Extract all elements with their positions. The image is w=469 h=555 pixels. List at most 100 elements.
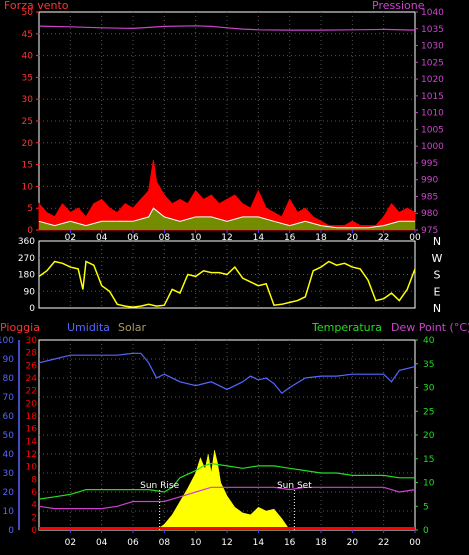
rain-tick-label: 18 xyxy=(26,412,38,422)
humidity-tick-label: 80 xyxy=(3,374,15,384)
time-axis-panel1: 02 04 06 08 10 12 14 16 18 20 22 00 xyxy=(65,230,421,243)
temperature-tick-label: 10 xyxy=(423,479,435,489)
solar-area xyxy=(155,450,291,531)
pressure-tick-label: 1020 xyxy=(421,75,444,85)
direction-tick-label: 90 xyxy=(24,287,36,297)
humidity-tick-label: 50 xyxy=(3,431,15,441)
humidity-tick-label: 30 xyxy=(3,469,15,479)
humidity-line xyxy=(38,352,416,395)
time-tick-label: 08 xyxy=(159,233,171,243)
wind-speed-tick-label: 40 xyxy=(22,52,34,62)
direction-axis: 0 90 180 270 360 xyxy=(18,237,35,314)
solar-title: Solar xyxy=(118,321,147,334)
pressure-tick-label: 1035 xyxy=(421,25,444,35)
pressure-line xyxy=(38,25,416,31)
wind-speed-tick-label: 35 xyxy=(22,73,33,83)
time-tick-label: 16 xyxy=(284,538,296,548)
humidity-title: Umidita xyxy=(67,321,110,334)
temperature-tick-label: 5 xyxy=(423,502,429,512)
rain-tick-label: 4 xyxy=(31,501,37,511)
wind-speed-tick-label: 50 xyxy=(22,8,34,18)
temperature-tick-label: 15 xyxy=(423,455,434,465)
direction-tick-label: 180 xyxy=(18,271,35,281)
humidity-axis: 0 10 20 30 40 50 60 70 80 90 100 xyxy=(0,336,20,536)
time-tick-label: 06 xyxy=(127,233,139,243)
panel-rain-humidity-temp: 0102030405060708090100 02468101214161820… xyxy=(0,321,469,548)
pressure-title: Pressione xyxy=(372,0,425,12)
rain-tick-label: 22 xyxy=(26,387,37,397)
rain-tick-label: 12 xyxy=(26,450,37,460)
pressure-tick-label: 1040 xyxy=(421,8,444,18)
average-wind-area xyxy=(39,208,415,230)
wind-title: Forza vento xyxy=(4,0,69,12)
direction-tick-label: 0 xyxy=(29,304,35,314)
rain-tick-label: 16 xyxy=(26,425,38,435)
time-tick-label: 14 xyxy=(253,233,265,243)
time-tick-label: 10 xyxy=(190,233,202,243)
time-tick-label: 18 xyxy=(315,233,327,243)
temperature-tick-label: 35 xyxy=(423,360,434,370)
rain-bar xyxy=(39,527,415,530)
temperature-tick-label: 30 xyxy=(423,384,435,394)
rain-tick-label: 26 xyxy=(26,361,38,371)
temperature-tick-label: 25 xyxy=(423,407,434,417)
rain-tick-label: 10 xyxy=(26,463,38,473)
rain-tick-label: 28 xyxy=(26,349,38,359)
time-tick-label: 18 xyxy=(315,538,327,548)
pressure-tick-label: 990 xyxy=(421,176,438,186)
humidity-tick-label: 90 xyxy=(3,355,15,365)
compass-letter: N xyxy=(433,302,441,315)
humidity-tick-label: 0 xyxy=(8,526,14,536)
time-tick-label: 20 xyxy=(347,233,359,243)
pressure-tick-label: 1000 xyxy=(421,142,444,152)
wind-speed-tick-label: 0 xyxy=(27,226,33,236)
direction-tick-label: 270 xyxy=(18,254,35,264)
pressure-tick-label: 1025 xyxy=(421,58,444,68)
time-tick-label: 20 xyxy=(347,538,359,548)
rain-tick-label: 6 xyxy=(31,488,37,498)
pressure-tick-label: 995 xyxy=(421,159,438,169)
humidity-tick-label: 40 xyxy=(3,450,15,460)
pressure-tick-label: 1010 xyxy=(421,109,444,119)
time-tick-label: 04 xyxy=(96,538,108,548)
wind-pressure-series xyxy=(38,25,416,231)
humidity-tick-label: 100 xyxy=(0,336,14,346)
time-tick-label: 16 xyxy=(284,233,296,243)
sunset-label: Sun Set xyxy=(277,481,312,491)
pressure-axis: 975 980 985 990 995 1000 1005 1010 1015 1020 1025 1… xyxy=(415,8,444,236)
rain-tick-label: 2 xyxy=(31,513,37,523)
time-tick-label: 12 xyxy=(221,538,232,548)
temperature-axis: 0 5 10 15 20 25 30 35 40 xyxy=(415,336,435,536)
wind-speed-tick-label: 5 xyxy=(27,204,33,214)
pressure-tick-label: 1005 xyxy=(421,125,444,135)
wind-speed-tick-label: 25 xyxy=(22,117,33,127)
wind-speed-axis: 0 5 10 15 20 25 30 35 40 45 50 xyxy=(22,8,39,236)
gust-area xyxy=(38,160,416,231)
time-tick-label: 02 xyxy=(65,233,76,243)
time-tick-label: 12 xyxy=(221,233,232,243)
humidity-tick-label: 70 xyxy=(3,393,15,403)
wind-speed-tick-label: 30 xyxy=(22,95,34,105)
time-tick-label: 08 xyxy=(159,538,171,548)
dewpoint-title: Dew Point (°C) xyxy=(391,321,469,334)
wind-speed-tick-label: 15 xyxy=(22,161,33,171)
sunrise-label: Sun Rise xyxy=(140,481,179,491)
time-axis-panel3: 02 04 06 08 10 12 14 16 18 20 22 00 xyxy=(65,530,421,548)
time-tick-label: 02 xyxy=(65,538,76,548)
temperature-tick-label: 0 xyxy=(423,526,429,536)
temperature-tick-label: 20 xyxy=(423,431,435,441)
wind-speed-tick-label: 20 xyxy=(22,139,34,149)
rain-tick-label: 24 xyxy=(26,374,38,384)
wind-speed-tick-label: 45 xyxy=(22,30,33,40)
humidity-tick-label: 10 xyxy=(3,507,15,517)
time-tick-label: 00 xyxy=(409,233,421,243)
pressure-tick-label: 975 xyxy=(421,226,438,236)
compass-letter: E xyxy=(434,285,441,298)
time-tick-label: 06 xyxy=(127,538,139,548)
pressure-tick-label: 980 xyxy=(421,209,438,219)
